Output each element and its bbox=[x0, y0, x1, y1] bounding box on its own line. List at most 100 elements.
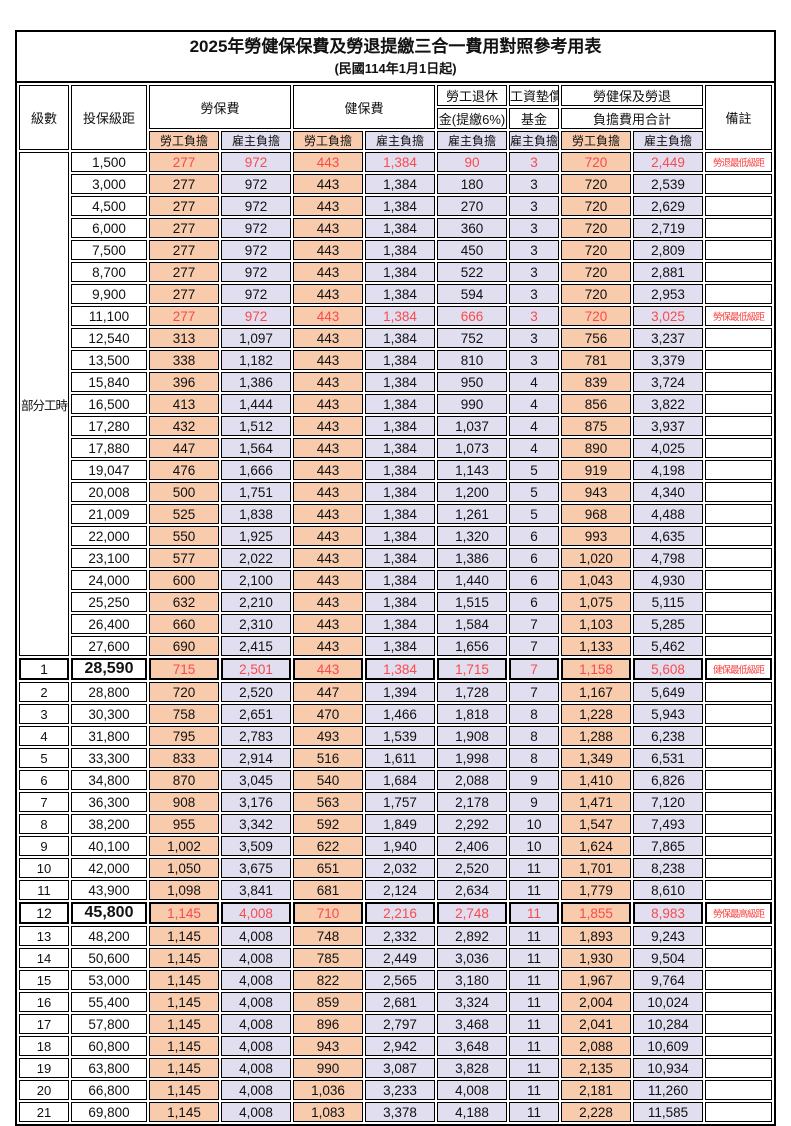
labor-ins-employer-cell: 4,008 bbox=[221, 992, 292, 1012]
remark-cell bbox=[705, 262, 773, 282]
health-ins-employer-cell: 1,384 bbox=[365, 592, 436, 612]
health-ins-employee-cell: 443 bbox=[293, 174, 364, 194]
salary-cell: 40,100 bbox=[71, 836, 147, 856]
total-employer-cell: 8,610 bbox=[633, 880, 704, 900]
labor-ins-employer-cell: 972 bbox=[221, 240, 292, 260]
health-ins-employee-cell: 443 bbox=[293, 438, 364, 458]
table-row: 18 60,800 1,145 4,008 943 2,942 3,648 11 2,088 10… bbox=[19, 1036, 773, 1056]
total-employer-cell: 7,493 bbox=[633, 814, 704, 834]
total-employer-cell: 6,531 bbox=[633, 748, 704, 768]
level-cell: 14 bbox=[19, 948, 69, 968]
health-ins-employee-cell: 1,036 bbox=[293, 1080, 364, 1100]
wage-fund-employer-cell: 3 bbox=[509, 240, 560, 260]
level-cell: 17 bbox=[19, 1014, 69, 1034]
labor-ins-employee-cell: 277 bbox=[149, 196, 219, 216]
page-title: 2025年勞健保保費及勞退提繳三合一費用對照參考用表 bbox=[189, 37, 602, 56]
table-row: 15 53,000 1,145 4,008 822 2,565 3,180 11 1,967 9,… bbox=[19, 970, 773, 990]
pension-employer-cell: 4,008 bbox=[437, 1080, 508, 1100]
remark-cell: 健保最低級距 bbox=[705, 658, 773, 680]
pension-employer-cell: 2,892 bbox=[437, 926, 508, 946]
health-ins-employer-cell: 1,384 bbox=[365, 284, 436, 304]
wage-fund-employer-cell: 8 bbox=[509, 748, 560, 768]
table-row: 24,000 600 2,100 443 1,384 1,440 6 1,043 4,930 bbox=[19, 570, 773, 590]
labor-ins-employee-cell: 758 bbox=[149, 704, 219, 724]
health-ins-employer-cell: 1,384 bbox=[365, 416, 436, 436]
table-row: 6,000 277 972 443 1,384 360 3 720 2,719 bbox=[19, 218, 773, 238]
remark-cell bbox=[705, 792, 773, 812]
salary-cell: 3,000 bbox=[71, 174, 147, 194]
total-employer-cell: 4,488 bbox=[633, 504, 704, 524]
header-row-group2: 金(提繳6%) 基金 負擔費用合計 bbox=[19, 108, 772, 129]
total-employer-cell: 5,285 bbox=[633, 614, 704, 634]
total-employee-cell: 1,701 bbox=[561, 858, 632, 878]
col-header-total-line1: 勞健保及勞退 bbox=[561, 85, 704, 106]
pension-employer-cell: 270 bbox=[437, 196, 508, 216]
health-ins-employee-cell: 943 bbox=[293, 1036, 364, 1056]
wage-fund-employer-cell: 11 bbox=[509, 1058, 560, 1078]
total-employer-cell: 9,504 bbox=[633, 948, 704, 968]
labor-ins-employee-cell: 277 bbox=[149, 174, 219, 194]
labor-ins-employer-cell: 1,666 bbox=[221, 460, 292, 480]
remark-cell bbox=[705, 570, 773, 590]
page-subtitle: (民國114年1月1日起) bbox=[334, 61, 457, 76]
total-employee-cell: 1,043 bbox=[561, 570, 632, 590]
health-ins-employee-cell: 443 bbox=[293, 350, 364, 370]
pension-employer-cell: 1,143 bbox=[437, 460, 508, 480]
total-employee-cell: 2,135 bbox=[561, 1058, 632, 1078]
health-ins-employee-cell: 785 bbox=[293, 948, 364, 968]
health-ins-employee-cell: 563 bbox=[293, 792, 364, 812]
total-employer-cell: 7,120 bbox=[633, 792, 704, 812]
health-ins-employee-cell: 443 bbox=[293, 196, 364, 216]
total-employee-cell: 720 bbox=[561, 240, 632, 260]
salary-cell: 19,047 bbox=[71, 460, 147, 480]
col-header-wage-fund-line2: 基金 bbox=[509, 108, 560, 129]
labor-ins-employee-cell: 500 bbox=[149, 482, 219, 502]
pension-employer-cell: 1,440 bbox=[437, 570, 508, 590]
level-cell: 11 bbox=[19, 880, 69, 900]
remark-cell bbox=[705, 682, 773, 702]
health-ins-employer-cell: 1,466 bbox=[365, 704, 436, 724]
level-cell: 21 bbox=[19, 1102, 69, 1122]
level-cell: 5 bbox=[19, 748, 69, 768]
pension-employer-cell: 3,324 bbox=[437, 992, 508, 1012]
health-ins-employer-cell: 1,684 bbox=[365, 770, 436, 790]
total-employee-cell: 1,967 bbox=[561, 970, 632, 990]
labor-ins-employee-cell: 277 bbox=[149, 284, 219, 304]
health-ins-employer-cell: 2,681 bbox=[365, 992, 436, 1012]
salary-cell: 36,300 bbox=[71, 792, 147, 812]
total-employer-cell: 5,115 bbox=[633, 592, 704, 612]
labor-ins-employer-cell: 1,564 bbox=[221, 438, 292, 458]
pension-employer-cell: 1,037 bbox=[437, 416, 508, 436]
labor-ins-employer-cell: 4,008 bbox=[221, 970, 292, 990]
labor-ins-employee-cell: 833 bbox=[149, 748, 219, 768]
labor-ins-employee-cell: 715 bbox=[149, 658, 219, 680]
total-employer-cell: 10,284 bbox=[633, 1014, 704, 1034]
table-row: 3,000 277 972 443 1,384 180 3 720 2,539 bbox=[19, 174, 773, 194]
health-ins-employer-cell: 1,849 bbox=[365, 814, 436, 834]
total-employee-cell: 875 bbox=[561, 416, 632, 436]
total-employer-header: 雇主負擔 bbox=[633, 131, 704, 150]
wage-fund-employer-cell: 5 bbox=[509, 504, 560, 524]
health-ins-employer-cell: 1,384 bbox=[365, 548, 436, 568]
pension-employer-cell: 1,200 bbox=[437, 482, 508, 502]
salary-cell: 57,800 bbox=[71, 1014, 147, 1034]
labor-ins-employee-cell: 1,050 bbox=[149, 858, 219, 878]
labor-ins-employee-cell: 1,145 bbox=[149, 1014, 219, 1034]
labor-ins-employee-cell: 277 bbox=[149, 152, 219, 172]
table-row: 4,500 277 972 443 1,384 270 3 720 2,629 bbox=[19, 196, 773, 216]
total-employee-cell: 720 bbox=[561, 218, 632, 238]
health-ins-employee-cell: 443 bbox=[293, 284, 364, 304]
salary-cell: 16,500 bbox=[71, 394, 147, 414]
table-row: 1 28,590 715 2,501 443 1,384 1,715 7 1,158 5,608 健… bbox=[19, 658, 773, 680]
table-row: 25,250 632 2,210 443 1,384 1,515 6 1,075 5,115 bbox=[19, 592, 773, 612]
total-employee-cell: 943 bbox=[561, 482, 632, 502]
remark-cell bbox=[705, 1036, 773, 1056]
wage-fund-employer-cell: 5 bbox=[509, 482, 560, 502]
health-ins-employee-cell: 493 bbox=[293, 726, 364, 746]
remark-cell bbox=[705, 1014, 773, 1034]
total-employer-cell: 2,719 bbox=[633, 218, 704, 238]
health-ins-employee-cell: 443 bbox=[293, 658, 364, 680]
table-row: 12 45,800 1,145 4,008 710 2,216 2,748 11 1,855 8,… bbox=[19, 902, 773, 924]
wage-fund-employer-cell: 3 bbox=[509, 196, 560, 216]
total-employer-cell: 10,609 bbox=[633, 1036, 704, 1056]
